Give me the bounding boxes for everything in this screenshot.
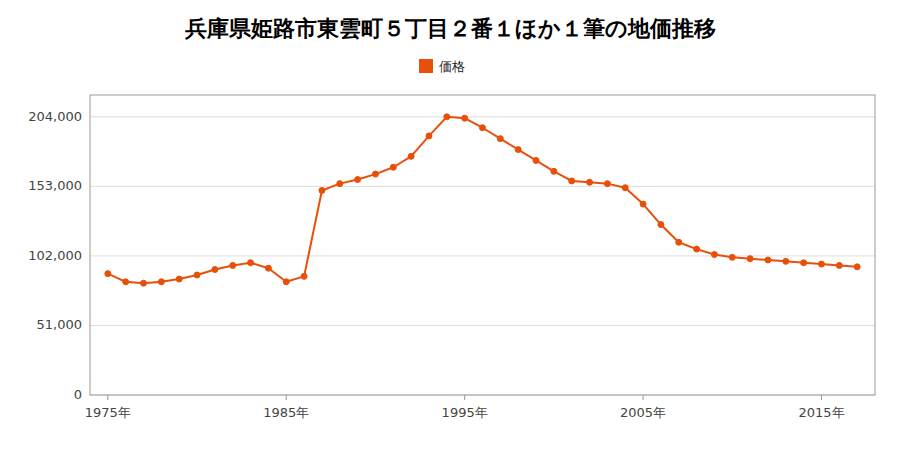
point [283,279,289,285]
point [765,257,771,263]
point [212,267,218,273]
point [551,168,557,174]
grid-line [90,255,875,256]
point [390,164,396,170]
title: 兵庫県姫路市東雲町５丁目２番１ほか１筆の地価推移 [184,16,716,41]
grid-line [90,186,875,187]
x-tick [107,395,108,400]
x-tick-label: 1995年 [442,405,488,420]
x-tick-label: 2005年 [620,405,666,420]
point [158,279,164,285]
point [587,179,593,185]
point [676,239,682,245]
point [729,254,735,260]
grid [90,117,875,395]
point [658,222,664,228]
point [533,157,539,163]
point [462,115,468,121]
point [444,114,450,120]
grid-line [90,116,875,117]
chart: 兵庫県姫路市東雲町５丁目２番１ほか１筆の地価推移 0 51,000 102,000 15… [0,0,900,450]
point [854,264,860,270]
point [408,153,414,159]
point [123,279,129,285]
point [747,256,753,262]
point [355,177,361,183]
point [640,201,646,207]
point [569,178,575,184]
point [783,258,789,264]
y-tick-label: 153,000 [28,178,82,193]
point [426,133,432,139]
point [176,276,182,282]
point [694,246,700,252]
point [319,187,325,193]
series-line [108,117,857,283]
point [818,261,824,267]
page: {"chart_data": { "type": "line", "title"… [0,0,900,450]
point [604,181,610,187]
point [515,147,521,153]
point [480,125,486,131]
point [301,273,307,279]
point [711,252,717,258]
x-tick [643,395,644,400]
point [105,271,111,277]
y-tick-label: 204,000 [28,109,82,124]
plot-frame [90,95,875,395]
legend-label: 価格 [439,59,465,74]
point [836,262,842,268]
legend-swatch [419,59,433,73]
y-tick-label: 0 [74,387,82,402]
point [141,280,147,286]
x-tick-label: 1985年 [263,405,309,420]
point [265,265,271,271]
x-tick [464,395,465,400]
y-tick-label: 102,000 [28,248,82,263]
y-tick-label: 51,000 [37,317,83,332]
x-tick [821,395,822,400]
grid-line [90,325,875,326]
point [372,171,378,177]
point [194,272,200,278]
point [801,260,807,266]
x-tick-label: 1975年 [85,405,131,420]
point [248,260,254,266]
point [497,136,503,142]
x-tick [286,395,287,400]
legend: 価格 [419,59,465,74]
point [230,262,236,268]
data-layer [105,114,860,286]
point [622,185,628,191]
point [337,181,343,187]
x-tick-label: 2015年 [798,405,844,420]
